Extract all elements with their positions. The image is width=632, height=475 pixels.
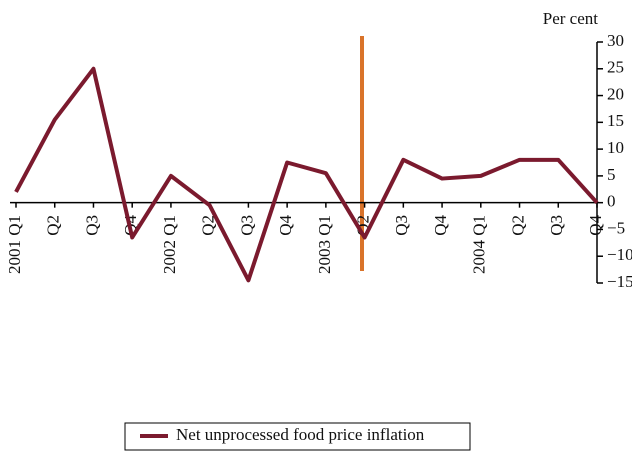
x-tick-label: Q4 xyxy=(586,215,605,236)
data-line xyxy=(14,66,599,283)
x-tick-label: Q3 xyxy=(392,215,411,236)
x-tick-label: 2001 Q1 xyxy=(5,215,24,274)
y-tick-label: −15 xyxy=(607,272,632,291)
x-tick-label: Q4 xyxy=(276,215,295,236)
y-tick-label: 0 xyxy=(607,192,616,211)
x-tick-label: Q4 xyxy=(431,215,450,236)
y-tick-label: 5 xyxy=(607,165,616,184)
y-tick-label: 15 xyxy=(607,111,624,130)
x-tick-label: Q3 xyxy=(547,215,566,236)
x-tick-label: 2004 Q1 xyxy=(470,215,489,274)
x-tick-label: Q2 xyxy=(508,215,527,236)
x-tick-label: Q2 xyxy=(199,215,218,236)
x-tick-label: Q2 xyxy=(44,215,63,236)
x-tick-label: Q3 xyxy=(237,215,256,236)
y-tick-label: 10 xyxy=(607,138,624,157)
y-tick-label: −10 xyxy=(607,245,632,264)
y-tick-label: −5 xyxy=(607,218,625,237)
x-tick-label: Q3 xyxy=(82,215,101,236)
y-axis-label: Per cent xyxy=(543,9,599,28)
y-tick-label: 30 xyxy=(607,31,624,50)
legend-label: Net unprocessed food price inflation xyxy=(176,425,425,444)
y-tick-label: 25 xyxy=(607,58,624,77)
x-tick-label: 2002 Q1 xyxy=(160,215,179,274)
x-tick-label: 2003 Q1 xyxy=(315,215,334,274)
y-tick-label: 20 xyxy=(607,84,624,103)
legend-box xyxy=(124,422,471,451)
